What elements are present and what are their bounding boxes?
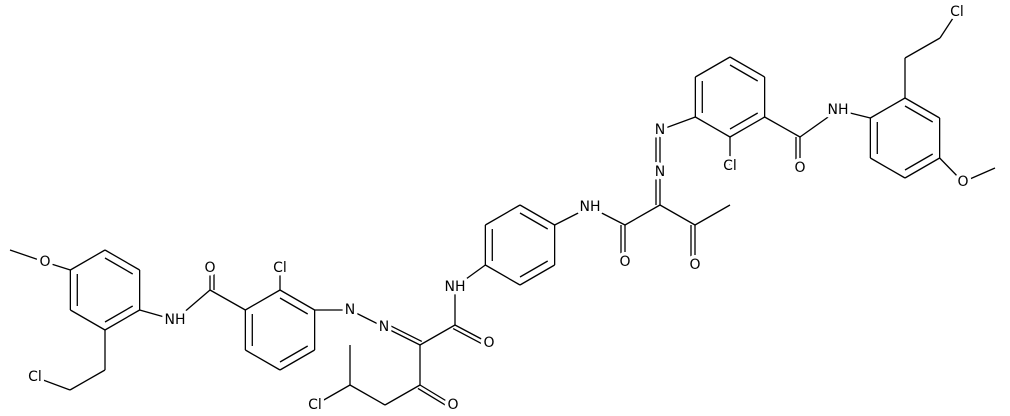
atom-label: NH [580,199,601,215]
ring-bond [104,257,134,275]
bond [659,204,696,226]
ring-bond [485,264,521,286]
atom-label: N [345,302,355,318]
ring-bond [70,249,106,271]
ring-bond [104,309,140,331]
ring-bond [519,264,555,286]
bond [174,289,211,321]
bond [9,249,46,263]
atom-label: N [379,319,389,335]
ring-bond [904,157,940,179]
bond [417,387,452,409]
bond [454,324,490,344]
bond [349,309,385,328]
bond [384,384,421,406]
ring-bond [904,105,934,123]
bond [69,369,106,391]
ring-bond [245,289,281,311]
bond [554,206,591,226]
ring-bond [519,204,555,226]
bond [799,109,839,138]
atom-label: O [794,160,805,176]
atom-label: N [655,122,665,138]
bond [589,206,626,226]
ring-bond [104,249,140,271]
bond [452,327,488,348]
ring-bond [729,112,759,130]
bond [385,322,423,343]
bond [904,37,941,59]
bond [962,167,996,183]
bond [139,309,176,321]
atom-label: O [39,254,50,270]
bond [837,109,871,119]
bond [939,11,958,39]
atom-label: Cl [308,397,322,413]
atom-label: Cl [273,260,287,276]
ring-bond [519,212,549,230]
atom-label: Cl [723,158,737,174]
atom-label: Cl [950,4,964,20]
bond [419,324,456,346]
bond [659,116,696,131]
bond [314,384,351,406]
atom-label: O [689,257,700,273]
ring-bond [519,260,549,278]
bond [34,376,71,391]
atom-label: NH [828,102,849,118]
bond [209,289,246,311]
ring-bond [904,97,940,119]
ring-bond [729,116,765,138]
ring-bond [729,56,765,78]
bond [624,204,661,226]
ring-bond [70,309,106,331]
atom-label: N [655,164,665,180]
bond [939,157,964,183]
bond [383,326,421,346]
atom-label: NH [445,279,466,295]
atom-label: Cl [28,369,42,385]
atom-label: O [957,174,968,190]
atom-label: NH [165,312,186,328]
ring-bond [695,116,731,138]
ring-bond [870,97,906,119]
ring-bond [870,157,906,179]
atom-label: O [447,397,458,413]
bond [44,261,71,271]
bond [349,384,386,406]
atom-label: O [483,335,494,351]
bond [764,116,801,138]
ring-bond [904,153,934,171]
bond [454,264,486,288]
bond [694,204,731,226]
atom-label: O [619,254,630,270]
atom-label: O [204,260,215,276]
ring-bond [279,349,315,371]
ring-bond [104,305,134,323]
ring-bond [279,345,309,363]
ring-bond [279,289,315,311]
bond [419,384,454,406]
ring-bond [485,204,521,226]
ring-bond [695,56,731,78]
ring-bond [729,64,759,82]
ring-bond [245,349,281,371]
ring-bond [279,297,309,315]
